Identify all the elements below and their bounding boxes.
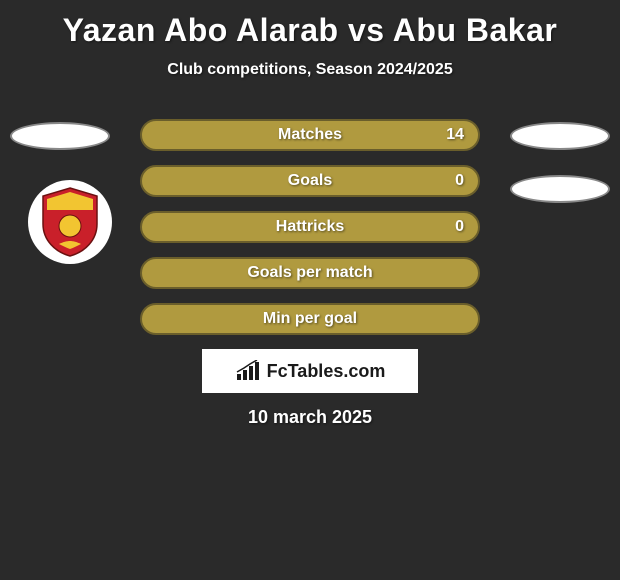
chart-icon bbox=[235, 360, 261, 382]
stat-label: Goals bbox=[288, 172, 332, 190]
stat-row-goals: Goals 0 bbox=[10, 165, 610, 197]
stat-label: Min per goal bbox=[263, 310, 357, 328]
stat-pill: Goals 0 bbox=[140, 165, 480, 197]
stat-value-right: 0 bbox=[455, 218, 464, 236]
stat-row-hattricks: Hattricks 0 bbox=[10, 211, 610, 243]
page-subtitle: Club competitions, Season 2024/2025 bbox=[10, 61, 610, 79]
stat-pill: Hattricks 0 bbox=[140, 211, 480, 243]
stat-label: Hattricks bbox=[276, 218, 344, 236]
stat-label: Goals per match bbox=[247, 264, 372, 282]
branding-box: FcTables.com bbox=[202, 349, 418, 393]
date-label: 10 march 2025 bbox=[10, 407, 610, 428]
stat-pill: Goals per match bbox=[140, 257, 480, 289]
stat-label: Matches bbox=[278, 126, 342, 144]
page-title: Yazan Abo Alarab vs Abu Bakar bbox=[10, 12, 610, 49]
stat-pill: Min per goal bbox=[140, 303, 480, 335]
stat-value-right: 0 bbox=[455, 172, 464, 190]
branding-label: FcTables.com bbox=[267, 361, 386, 382]
stat-row-goals-per-match: Goals per match bbox=[10, 257, 610, 289]
stat-value-right: 14 bbox=[446, 126, 464, 144]
stat-row-min-per-goal: Min per goal bbox=[10, 303, 610, 335]
stat-pill: Matches 14 bbox=[140, 119, 480, 151]
stat-row-matches: Matches 14 bbox=[10, 119, 610, 151]
